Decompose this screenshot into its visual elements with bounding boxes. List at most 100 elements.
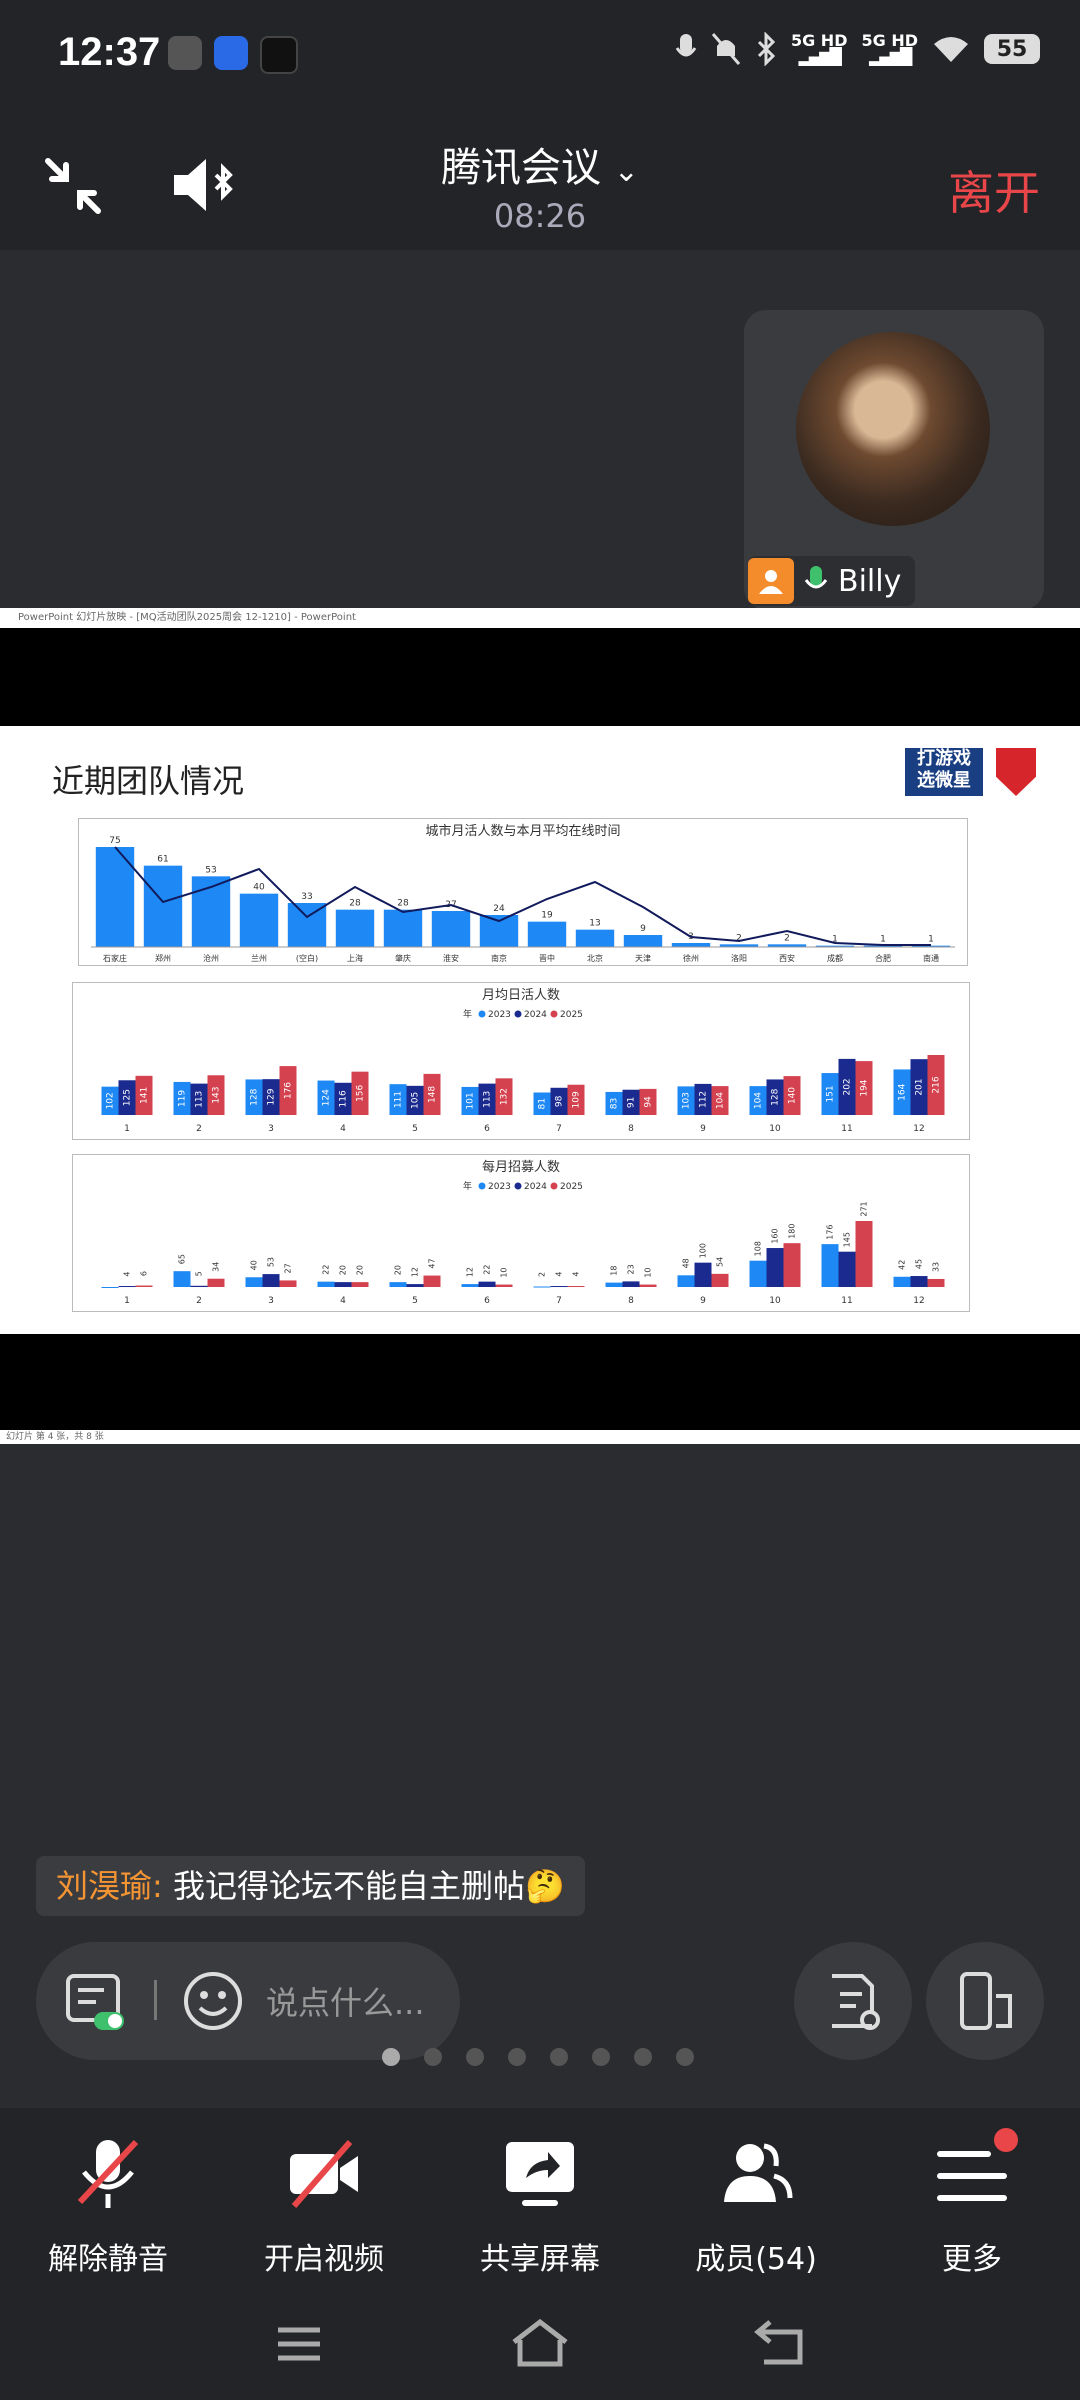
data-label: 12: [466, 1267, 475, 1277]
tick-label: 10: [769, 1124, 781, 1134]
data-label: 83: [610, 1098, 620, 1109]
meeting-title[interactable]: 腾讯会议 ⌄: [0, 135, 1080, 193]
data-label: 125: [123, 1089, 133, 1106]
legend-marker: [478, 1010, 486, 1018]
page-dot[interactable]: [382, 2048, 400, 2066]
bar: [567, 1084, 585, 1115]
chart-panel-3: 每月招募人数年 2023 2024 2025 4 6 1 65 5 34 2 40 53 27 3 22 20 2…: [72, 1154, 970, 1312]
page-dot[interactable]: [550, 2048, 568, 2066]
page-dot[interactable]: [676, 2048, 694, 2066]
status-bar: 12:37 5G HD ▂▄▆█ 5G HD ▂▄▆█ 55: [0, 0, 1080, 115]
bar: [838, 1058, 856, 1115]
page-dot[interactable]: [508, 2048, 526, 2066]
more-button[interactable]: 更多: [864, 2126, 1080, 2286]
data-label: 91: [627, 1097, 637, 1108]
bar: [838, 1251, 856, 1287]
bar: [118, 1286, 136, 1288]
share-screen-button[interactable]: 共享屏幕: [432, 2126, 648, 2286]
bar: [677, 1086, 695, 1115]
data-label: 100: [699, 1243, 708, 1258]
notes-icon: [832, 1974, 880, 2030]
start-video-button[interactable]: 开启视频: [216, 2126, 432, 2286]
bar: [527, 921, 567, 947]
tick-label: 12: [913, 1124, 924, 1134]
bar: [317, 1080, 335, 1115]
network-signal-1: 5G HD ▂▄▆█: [790, 31, 848, 66]
chat-bubble: 刘淏瑜: 我记得论坛不能自主删帖🤔: [36, 1856, 585, 1916]
legend-label: 2025: [560, 1182, 583, 1192]
data-label: 105: [411, 1092, 421, 1109]
bar: [533, 1286, 551, 1288]
chat-input[interactable]: 说点什么...: [266, 1984, 425, 2022]
chart-panel-1: 城市月活人数与本月平均在线时间 75 石家庄 61 郑州 53 沧州 40 兰州 33 (空白) 28…: [78, 818, 968, 966]
page-dot[interactable]: [592, 2048, 610, 2066]
data-label: 28: [397, 899, 409, 909]
tick-label: (空白): [296, 953, 318, 963]
online-time-line: [114, 846, 931, 946]
data-label: 10: [644, 1267, 653, 1277]
data-label: 128: [250, 1088, 260, 1105]
data-label: 112: [699, 1091, 709, 1108]
page-dot[interactable]: [466, 2048, 484, 2066]
data-label: 13: [589, 919, 600, 929]
subtitle-icon[interactable]: [64, 1972, 126, 2034]
data-label: 20: [339, 1265, 348, 1275]
app-icon: [214, 36, 248, 70]
tick-label: 兰州: [251, 953, 267, 963]
unmute-button[interactable]: 解除静音: [0, 2126, 216, 2286]
bar: [677, 1275, 695, 1287]
data-label: 176: [284, 1082, 294, 1099]
switch-device-button[interactable]: [926, 1942, 1044, 2060]
tick-label: 郑州: [155, 953, 171, 963]
members-button[interactable]: 成员(54): [648, 2126, 864, 2286]
bar: [910, 1059, 928, 1115]
minimize-icon[interactable]: [40, 153, 106, 219]
leave-button[interactable]: 离开: [948, 166, 1040, 220]
data-label: 20: [394, 1265, 403, 1275]
data-label: 33: [932, 1262, 941, 1272]
data-label: 4: [555, 1271, 564, 1276]
members-label: 成员(54): [695, 2242, 817, 2277]
data-label: 160: [771, 1228, 780, 1243]
data-label: 12: [411, 1267, 420, 1277]
tiktok-icon: [260, 36, 298, 74]
tick-label: 8: [628, 1124, 634, 1134]
chat-message: 我记得论坛不能自主删帖🤔: [172, 1867, 565, 1905]
notes-button[interactable]: [794, 1942, 912, 2060]
bar: [279, 1280, 297, 1287]
bar: [533, 1092, 551, 1115]
data-label: 109: [572, 1091, 582, 1108]
share-screen-icon: [506, 2142, 574, 2206]
shared-screen[interactable]: PowerPoint 幻灯片放映 - [MQ活动团队2025周会 12-1210…: [0, 608, 1080, 1444]
data-label: 202: [843, 1078, 853, 1095]
bar: [101, 1287, 119, 1288]
chat-sender: 刘淏瑜:: [56, 1867, 163, 1905]
data-label: 111: [394, 1091, 404, 1108]
data-label: 53: [205, 865, 216, 875]
participant-tile[interactable]: Billy: [744, 310, 1044, 610]
page-dot[interactable]: [424, 2048, 442, 2066]
data-label: 2: [736, 933, 742, 943]
tick-label: 11: [841, 1296, 852, 1306]
legend-label: 2024: [524, 1182, 547, 1192]
bar: [605, 1091, 623, 1115]
data-label: 119: [178, 1090, 188, 1107]
speaker-bluetooth-icon[interactable]: [170, 155, 240, 215]
emoji-icon[interactable]: [182, 1970, 244, 2032]
chat-input-bar[interactable]: 说点什么...: [36, 1942, 460, 2060]
back-icon[interactable]: [754, 2318, 808, 2368]
participant-video: [796, 332, 990, 526]
bar: [893, 1069, 911, 1115]
data-label: 102: [106, 1092, 116, 1109]
data-label: 113: [483, 1091, 493, 1108]
share-screen-label: 共享屏幕: [480, 2242, 600, 2277]
page-dot[interactable]: [634, 2048, 652, 2066]
tick-label: 上海: [347, 953, 363, 963]
bar: [766, 1079, 784, 1115]
data-label: 108: [754, 1241, 763, 1256]
bar: [317, 1281, 335, 1287]
data-label: 104: [754, 1092, 764, 1109]
recents-icon[interactable]: [274, 2324, 324, 2364]
home-icon[interactable]: [510, 2318, 570, 2368]
